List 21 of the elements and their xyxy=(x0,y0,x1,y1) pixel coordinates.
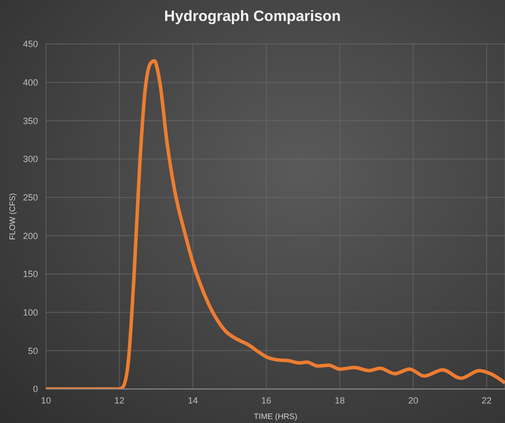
x-tick-label: 14 xyxy=(188,395,198,406)
y-tick-label: 0 xyxy=(32,384,38,394)
y-tick-label: 300 xyxy=(22,154,38,164)
x-axis-title: TIME (HRS) xyxy=(254,412,298,421)
y-tick-label: 200 xyxy=(22,230,38,241)
x-tick-label: 12 xyxy=(114,395,124,406)
y-tick-label: 50 xyxy=(28,346,38,356)
y-tick-label: 350 xyxy=(22,116,38,126)
x-tick-label: 22 xyxy=(482,395,492,406)
line-series xyxy=(46,59,505,389)
y-axis-title: FLOW (CFS) xyxy=(8,192,17,240)
y-tick-label: 150 xyxy=(22,269,38,280)
y-tick-label: 100 xyxy=(22,308,38,318)
chart-title: Hydrograph Comparison xyxy=(163,8,342,25)
y-tick-label: 450 xyxy=(22,39,38,50)
x-tick-label: 10 xyxy=(40,395,52,406)
x-tick-label: 18 xyxy=(334,395,345,406)
y-tick-label: 400 xyxy=(22,78,38,88)
y-tick-label: 250 xyxy=(22,192,38,203)
x-tick-label: 16 xyxy=(261,395,272,406)
x-tick-label: 20 xyxy=(408,395,418,406)
